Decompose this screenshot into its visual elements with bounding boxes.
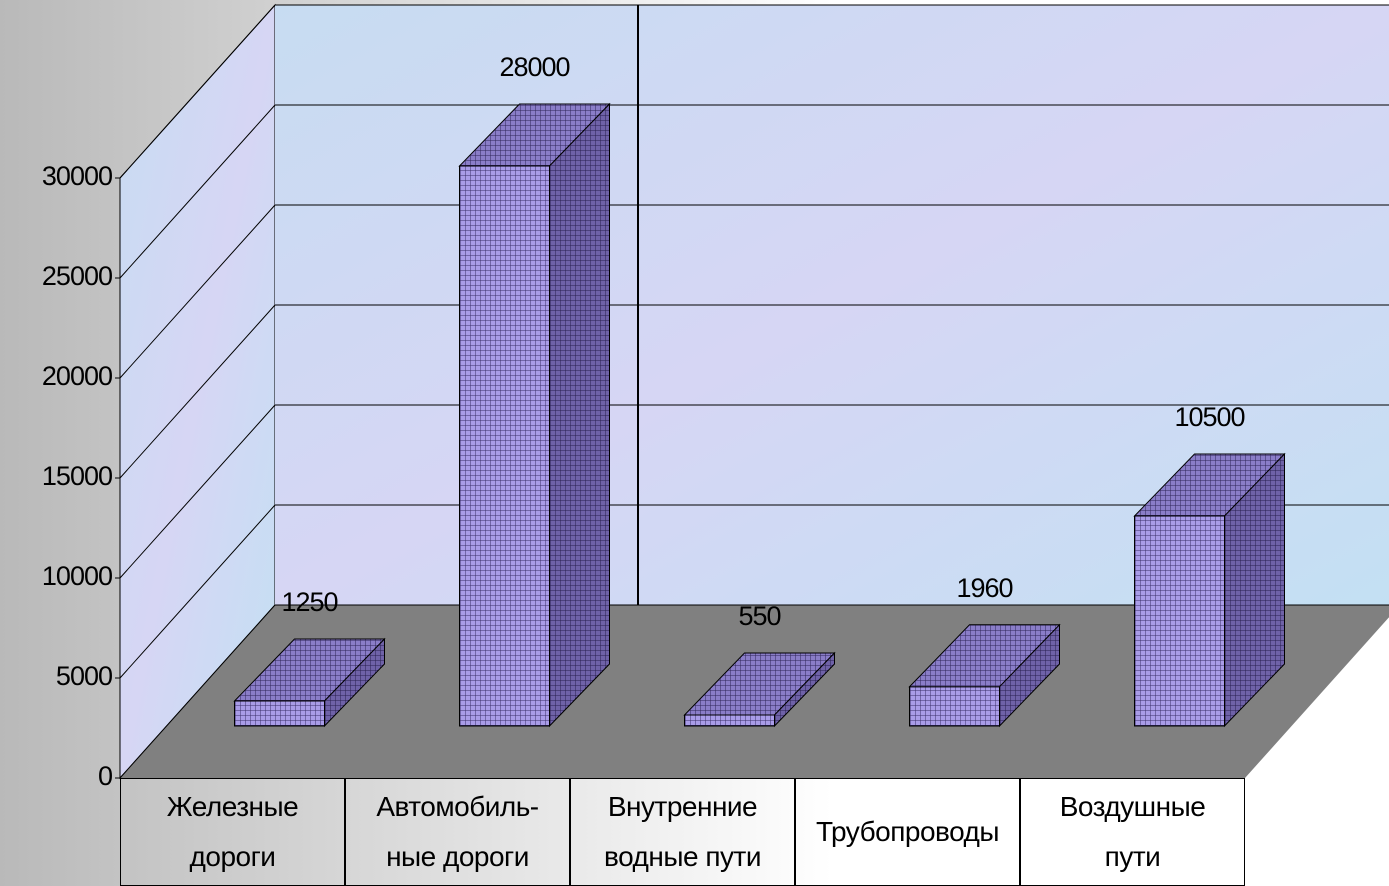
y-tick-label: 30000 — [42, 161, 112, 191]
x-tick-label: Железные дороги — [120, 778, 345, 886]
y-tick-label: 25000 — [42, 261, 112, 291]
x-tick-label: Воздушные пути — [1020, 778, 1245, 886]
y-tick-label: 10000 — [42, 561, 112, 591]
grid-line — [119, 4, 276, 179]
grid-line — [119, 604, 276, 779]
bar-front — [684, 714, 775, 727]
y-tick-label: 5000 — [56, 661, 112, 691]
grid-line — [119, 304, 276, 479]
bar-side — [774, 651, 835, 728]
data-label: 28000 — [499, 52, 569, 82]
y-tick-label: 20000 — [42, 361, 112, 391]
y-tick-label: 0 — [98, 761, 112, 791]
y-tick-label: 15000 — [42, 461, 112, 491]
bar-side — [324, 637, 385, 728]
grid-line — [119, 404, 276, 579]
bar-front — [459, 165, 550, 727]
bar-front — [909, 686, 1000, 727]
x-tick-label: Автомобиль-ные дороги — [345, 778, 570, 886]
bar-front — [1134, 515, 1225, 727]
data-label: 550 — [738, 601, 780, 631]
bar-side — [549, 102, 610, 728]
bar-side — [999, 623, 1060, 728]
x-tick-label: Внутренние водные пути — [570, 778, 795, 886]
data-label: 1960 — [956, 573, 1012, 603]
data-label: 10500 — [1174, 402, 1244, 432]
data-label: 1250 — [281, 587, 337, 617]
x-tick-label: Трубопроводы — [795, 778, 1020, 886]
grid-line — [119, 204, 276, 379]
bar-side — [1224, 452, 1285, 728]
bar-front — [234, 700, 325, 727]
grid-line — [119, 504, 276, 679]
grid-line — [119, 104, 276, 279]
